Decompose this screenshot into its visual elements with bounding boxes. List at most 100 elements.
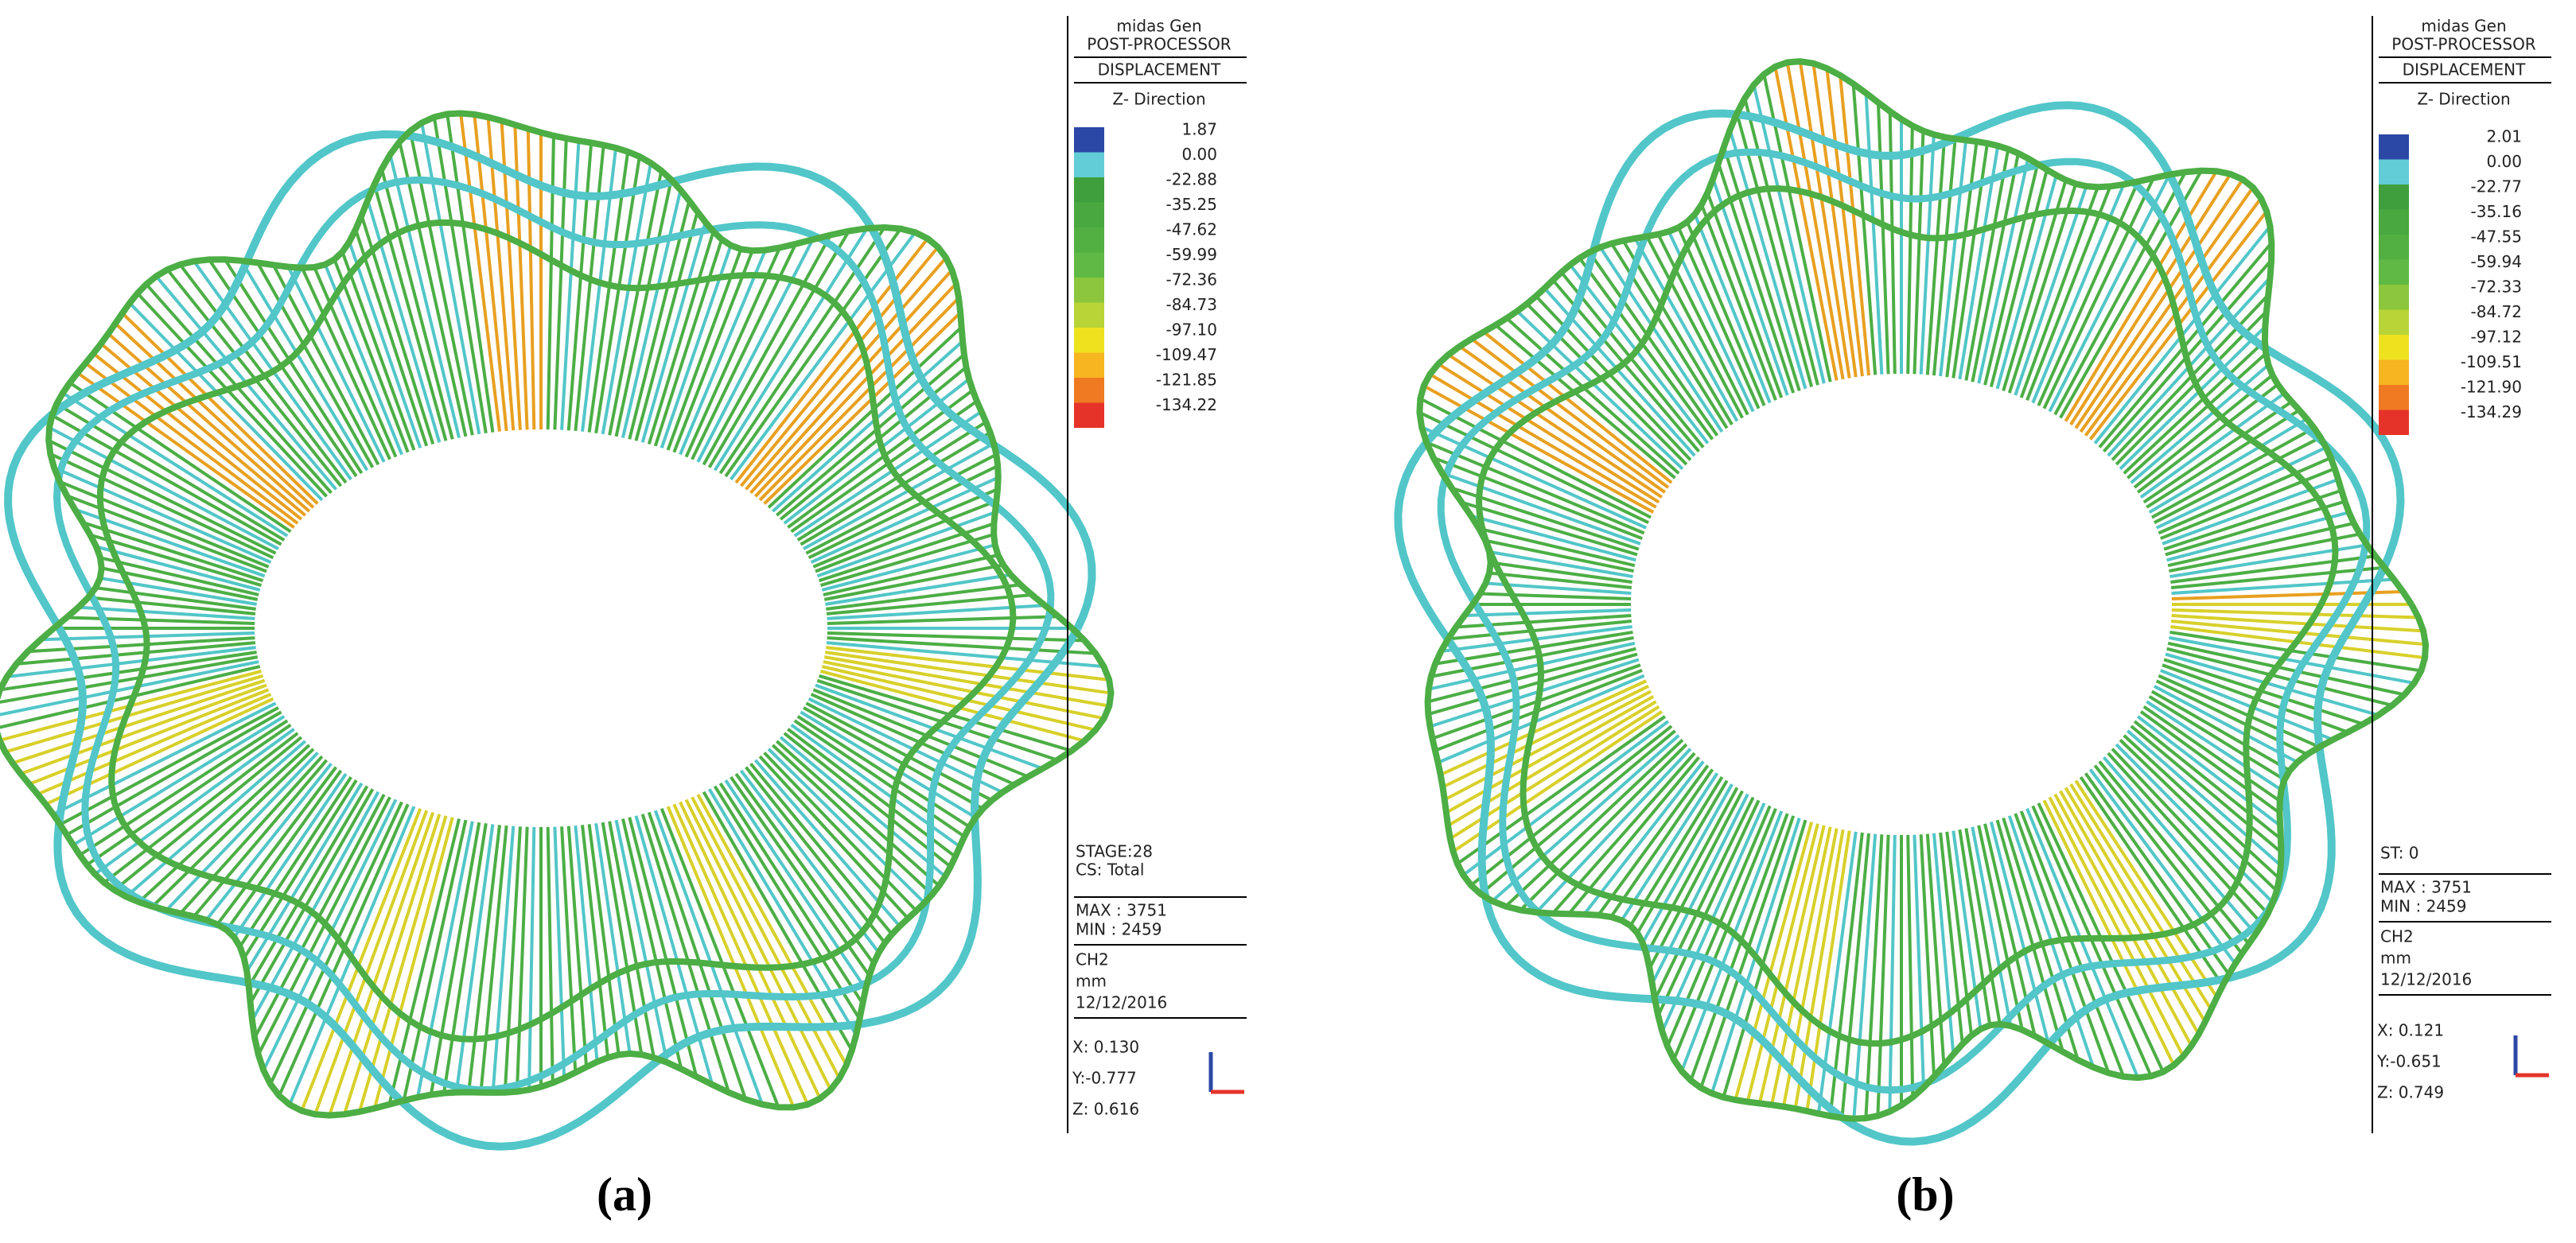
member: [2127, 729, 2282, 867]
member: [415, 821, 474, 1098]
member: [1864, 92, 1884, 375]
date: 12/12/2016: [1076, 993, 1167, 1012]
swatch: [2379, 335, 2409, 360]
member: [56, 402, 286, 542]
member: [1437, 362, 1660, 504]
member: [560, 826, 578, 1073]
swatch: [2379, 385, 2409, 410]
member: [2165, 652, 2379, 717]
member: [1488, 550, 1633, 579]
member: [1451, 486, 1640, 551]
model-view-b: [1394, 58, 2430, 1146]
module: POST-PROCESSOR: [2391, 35, 2536, 54]
member: [398, 141, 468, 437]
member: [2102, 756, 2257, 935]
member: [2042, 799, 2176, 1066]
ring: [53, 176, 1055, 1094]
member: [713, 227, 869, 472]
member: [6, 646, 256, 679]
member: [1785, 62, 1845, 380]
legend-value: -84.72: [2471, 302, 2522, 321]
member: [95, 586, 256, 611]
view-vector: X: 0.130: [1072, 1038, 1139, 1057]
legend-value: -72.33: [2471, 278, 2522, 297]
member: [1462, 720, 1670, 876]
member: [775, 740, 940, 888]
member: [812, 487, 998, 569]
member: [1983, 163, 2040, 386]
member: [1439, 679, 1648, 777]
member: [2166, 647, 2393, 707]
member: [1876, 834, 1890, 1117]
member: [2002, 818, 2080, 1061]
member: [810, 476, 999, 564]
member: [816, 511, 996, 578]
member: [587, 151, 630, 433]
member: [486, 117, 516, 431]
member: [49, 452, 274, 560]
member: [745, 256, 948, 491]
member: [566, 142, 593, 431]
member: [245, 782, 364, 973]
member: [2014, 185, 2088, 396]
member: [328, 811, 435, 1117]
member: [1578, 257, 1714, 441]
swatch: [2379, 259, 2409, 285]
member: [1470, 337, 1670, 489]
member: [1839, 75, 1871, 376]
member: [2019, 186, 2099, 398]
swatch: [1074, 328, 1104, 353]
swatch: [1074, 378, 1104, 403]
member: [300, 266, 391, 460]
member: [88, 596, 256, 616]
member: [825, 573, 1011, 606]
member: [672, 250, 754, 453]
member: [179, 755, 324, 915]
member: [1447, 353, 1664, 499]
member: [1504, 739, 1684, 908]
legend-value: -59.94: [2471, 252, 2522, 271]
member: [672, 803, 810, 1105]
member: [826, 583, 1021, 611]
stage: STAGE:28: [1076, 842, 1153, 861]
member: [27, 636, 255, 654]
member: [1458, 344, 1667, 494]
swatch: [2379, 410, 2409, 435]
member: [216, 766, 337, 926]
member: [1722, 146, 1801, 391]
member: [74, 507, 266, 578]
member: [366, 200, 442, 443]
member: [1448, 620, 1632, 641]
member: [1700, 204, 1777, 401]
member: [491, 825, 516, 1093]
member: [1919, 834, 1936, 1077]
member: [1977, 157, 2030, 384]
member: [78, 605, 255, 620]
member: [2133, 720, 2282, 841]
member: [1680, 810, 1784, 1072]
direction: Z- Direction: [1112, 90, 1205, 109]
member: [734, 772, 875, 965]
member: [2171, 577, 2395, 595]
member: [1434, 630, 1633, 666]
member: [2123, 340, 2267, 475]
member: [763, 752, 918, 912]
member: [2153, 436, 2321, 524]
member: [1456, 715, 1667, 865]
swatch: [1074, 252, 1104, 278]
member: [560, 140, 581, 430]
member: [1888, 834, 1897, 1112]
member: [1971, 153, 2020, 383]
legend-value: -72.36: [1166, 270, 1217, 289]
member: [553, 138, 568, 430]
member: [2048, 796, 2185, 1058]
member: [1851, 84, 1878, 375]
member: [826, 646, 1110, 682]
member: [707, 230, 850, 468]
member: [1620, 772, 1719, 922]
member: [696, 794, 848, 1066]
member: [79, 719, 289, 857]
member: [1442, 685, 1649, 789]
member: [2084, 197, 2263, 437]
view-vector: Z: 0.616: [1072, 1100, 1139, 1119]
